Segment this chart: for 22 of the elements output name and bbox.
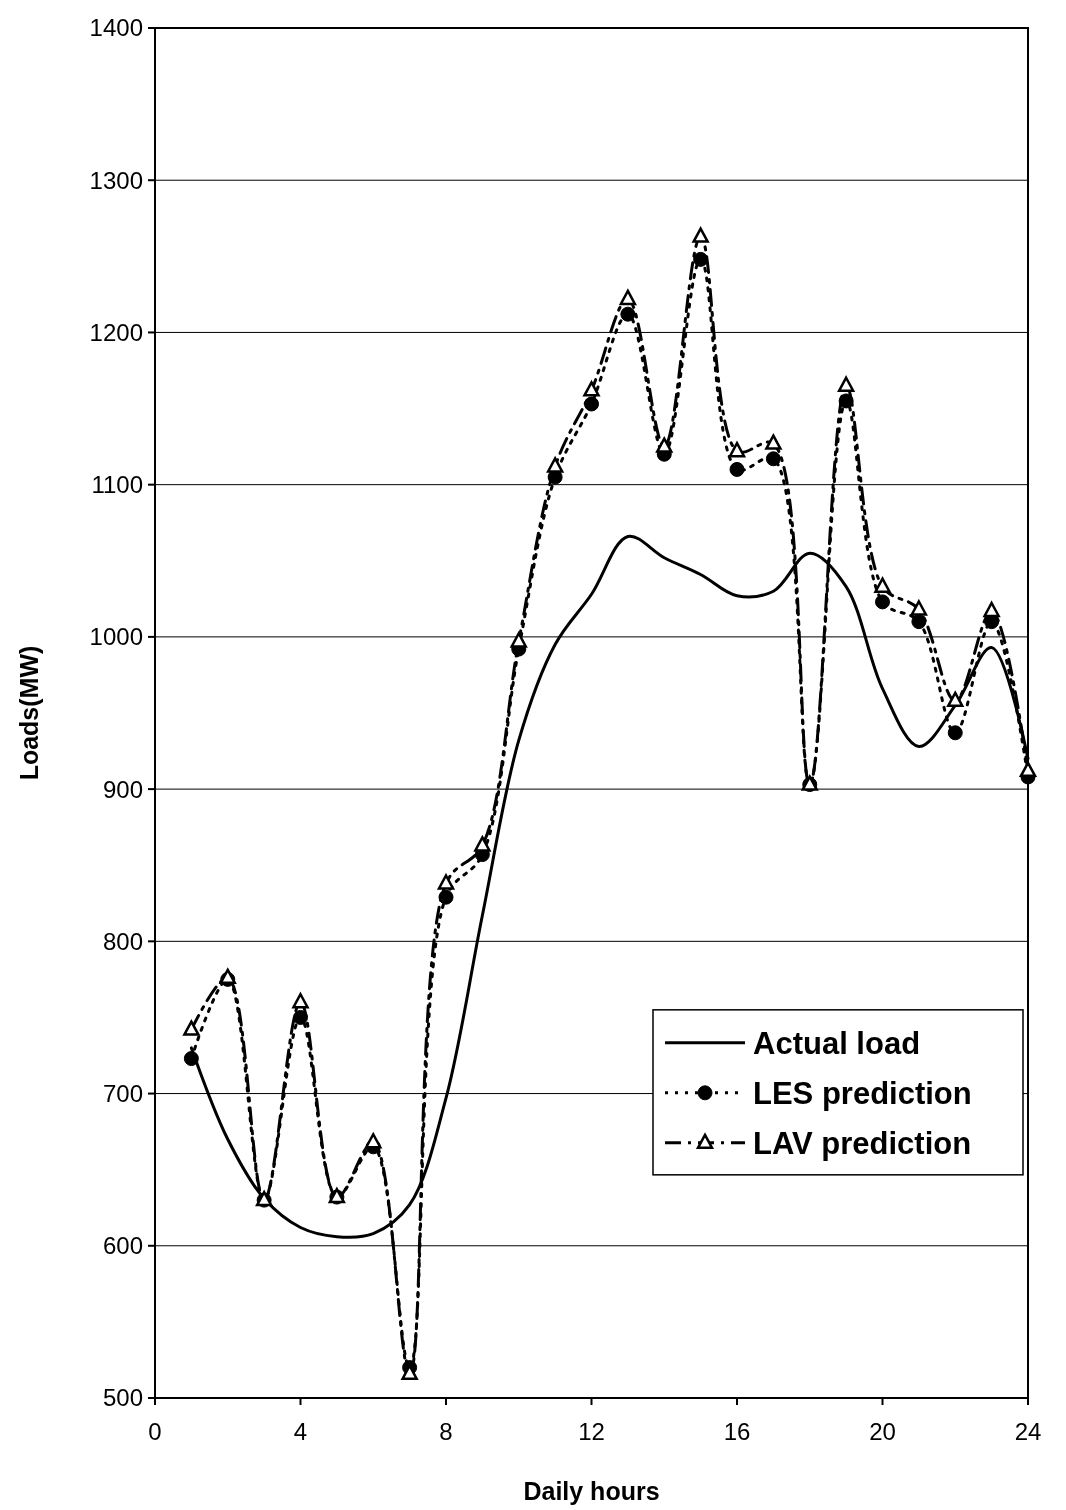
- y-tick-label: 1200: [89, 318, 143, 346]
- y-tick-label: 700: [102, 1079, 143, 1107]
- y-tick-label: 500: [102, 1384, 143, 1412]
- x-axis-title: Daily hours: [523, 1477, 660, 1505]
- x-tick-label: 8: [439, 1418, 453, 1445]
- x-tick-label: 12: [578, 1418, 605, 1445]
- y-tick-label: 1300: [89, 166, 143, 194]
- legend-label: LAV prediction: [753, 1125, 972, 1161]
- y-axis-title: Loads(MW): [15, 645, 43, 781]
- x-tick-label: 4: [293, 1418, 308, 1445]
- x-tick-label: 20: [869, 1418, 896, 1445]
- x-tick-label: 24: [1014, 1418, 1042, 1445]
- y-tick-label: 1000: [89, 623, 143, 651]
- y-tick-label: 800: [102, 927, 143, 955]
- y-tick-label: 1100: [91, 471, 143, 499]
- legend-label: LES prediction: [753, 1075, 972, 1111]
- x-tick-label: 0: [148, 1418, 162, 1445]
- y-tick-label: 600: [102, 1232, 143, 1260]
- legend-label: Actual load: [753, 1025, 921, 1061]
- y-tick-label: 1400: [89, 14, 143, 42]
- y-tick-label: 900: [102, 775, 143, 803]
- x-tick-label: 16: [723, 1418, 751, 1445]
